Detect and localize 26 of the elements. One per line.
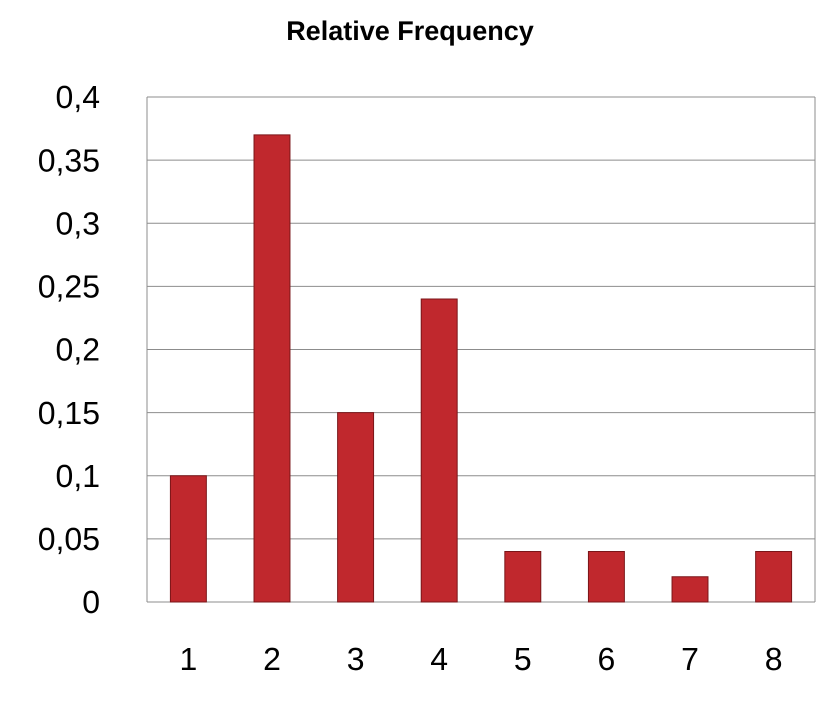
x-tick-label: 2: [263, 641, 281, 677]
x-tick-label: 1: [179, 641, 198, 677]
x-tick-label: 5: [514, 641, 532, 677]
bar: [672, 576, 708, 602]
bar: [170, 475, 207, 602]
chart-title: Relative Frequency: [286, 16, 534, 46]
bar: [337, 412, 374, 602]
bar: [254, 134, 290, 602]
bar: [755, 551, 792, 602]
y-tick-label: 0,15: [38, 394, 100, 431]
bar: [504, 551, 542, 602]
x-tick-label: 3: [346, 641, 364, 677]
x-tick-label: 4: [430, 641, 448, 677]
x-tick-label: 6: [598, 641, 616, 677]
y-tick-label: 0,2: [56, 332, 100, 368]
y-tick-label: 0,4: [56, 79, 100, 116]
x-tick-label: 8: [764, 641, 783, 677]
y-tick-label: 0,1: [56, 458, 100, 494]
y-tick-label: 0,05: [38, 521, 100, 558]
bar: [588, 551, 625, 602]
x-tick-label: 7: [681, 641, 699, 677]
bar: [420, 298, 458, 602]
y-tick-label: 0,25: [38, 268, 100, 305]
y-tick-label: 0: [82, 584, 100, 620]
y-tick-label: 0,35: [38, 142, 100, 178]
y-tick-label: 0,3: [56, 205, 100, 242]
